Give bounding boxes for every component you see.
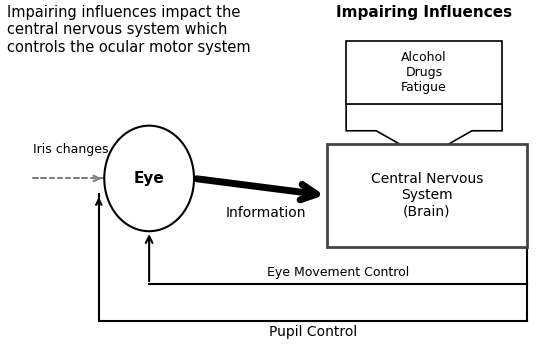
Text: Alcohol
Drugs
Fatigue: Alcohol Drugs Fatigue: [402, 51, 447, 94]
Text: Eye Movement Control: Eye Movement Control: [267, 266, 409, 279]
Text: Eye: Eye: [134, 171, 164, 186]
Bar: [327, 144, 527, 247]
Text: Central Nervous
System
(Brain): Central Nervous System (Brain): [371, 172, 483, 219]
Text: Impairing Influences: Impairing Influences: [336, 5, 512, 20]
Polygon shape: [346, 104, 502, 158]
Text: Information: Information: [226, 206, 306, 220]
Text: Iris changes: Iris changes: [33, 143, 109, 156]
Ellipse shape: [104, 126, 194, 231]
Bar: [346, 41, 502, 104]
Text: Pupil Control: Pupil Control: [268, 325, 357, 339]
Text: Impairing influences impact the
central nervous system which
controls the ocular: Impairing influences impact the central …: [7, 5, 250, 55]
